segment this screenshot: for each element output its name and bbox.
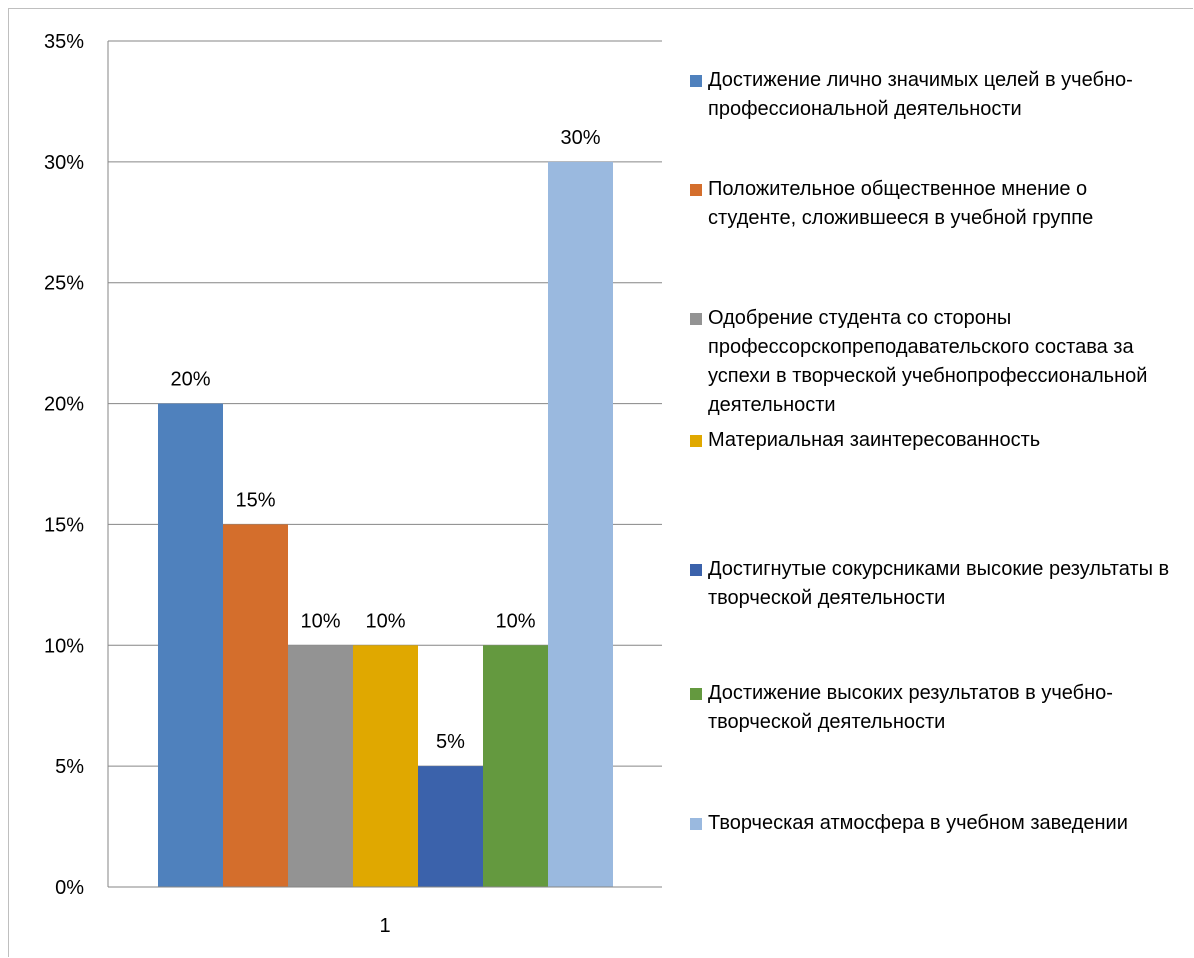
legend-item-6: Достижение высоких результатов в учебно-… [690,679,1178,737]
legend-item-1: Достижение лично значимых целей в учебно… [690,66,1178,124]
legend-label-7: Творческая атмосфера в учебном заведении [708,812,1128,834]
data-label-series-6: 10% [495,610,535,632]
y-tick-label: 20% [44,394,84,416]
y-tick-label: 0% [55,877,84,899]
y-tick-label: 30% [44,152,84,174]
data-labels: 20% 15% 10% 10% 5% 10% 30% [170,127,600,753]
legend-swatch-1 [690,75,702,87]
legend-swatch-5 [690,564,702,576]
legend-label-6: Достижение высоких результатов в учебно-… [708,682,1113,733]
legend-label-2: Положительное общественное мнение о студ… [708,178,1094,229]
data-label-series-1: 20% [170,369,210,391]
legend-item-4: Материальная заинтересованность [690,426,1178,455]
data-label-series-3: 10% [300,610,340,632]
legend-swatch-4 [690,435,702,447]
legend-swatch-6 [690,688,702,700]
axes: 0% 5% 10% 15% 20% 25% 30% 35% 1 [44,31,662,937]
y-tick-label: 35% [44,31,84,53]
bar-series-2 [223,524,288,887]
legend-swatch-3 [690,313,702,325]
legend-swatch-2 [690,184,702,196]
data-label-series-4: 10% [365,610,405,632]
bar-series-6 [483,645,548,887]
legend-label-1: Достижение лично значимых целей в учебно… [708,69,1133,120]
legend-item-2: Положительное общественное мнение о студ… [690,175,1178,233]
legend-swatch-7 [690,818,702,830]
legend-label-5: Достигнутые сокурсниками высокие результ… [708,558,1170,609]
chart-frame [8,8,1193,957]
y-tick-label: 10% [44,635,84,657]
bar-series-7 [548,161,613,887]
y-tick-label: 5% [55,756,84,778]
bar-series-4 [353,645,418,887]
y-tick-label: 15% [44,514,84,536]
data-label-series-7: 30% [560,127,600,149]
bar-series-3 [288,645,353,887]
legend-item-5: Достигнутые сокурсниками высокие результ… [690,555,1178,613]
legend-item-7: Творческая атмосфера в учебном заведении [690,809,1178,838]
y-tick-label: 25% [44,273,84,295]
legend-label-4: Материальная заинтересованность [708,429,1041,451]
bar-series-1 [158,403,223,887]
data-label-series-2: 15% [235,489,275,511]
legend-item-3: Одобрение студента со стороны профессорс… [690,304,1178,420]
bars [158,161,613,887]
legend-label-3: Одобрение студента со стороны профессорс… [708,307,1148,416]
bar-series-5 [418,766,483,887]
data-label-series-5: 5% [436,731,465,753]
x-tick-label: 1 [379,915,390,937]
